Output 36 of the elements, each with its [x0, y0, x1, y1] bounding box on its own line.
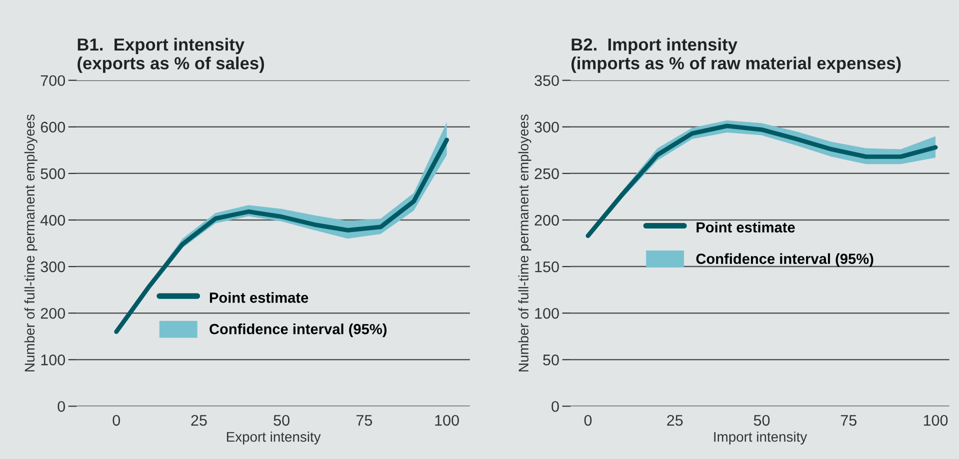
legend-label: Confidence interval (95%): [696, 253, 874, 267]
y-axis-title: Number of full-time permanent employees: [24, 114, 38, 372]
y-tick-label: 0: [552, 401, 559, 412]
x-tick-label: 50: [274, 414, 290, 426]
y-tick-label: 600: [40, 122, 66, 133]
legend-label: Confidence interval (95%): [210, 324, 387, 338]
y-tick-label: 700: [40, 75, 66, 86]
chart-title: B1. Export intensity (exports as % of sales): [78, 38, 264, 73]
x-tick-label: 50: [754, 414, 770, 426]
x-tick-label: 75: [840, 415, 856, 426]
y-tick-label: 50: [543, 354, 559, 366]
y-tick-label: 300: [534, 122, 559, 133]
x-tick-label: 0: [112, 414, 120, 426]
y-tick-label: 250: [534, 168, 559, 180]
y-tick-label: 500: [40, 168, 66, 180]
x-axis-title: Import intensity: [714, 432, 808, 445]
x-tick-label: 75: [356, 415, 372, 426]
y-tick-label: 0: [58, 401, 66, 412]
x-tick-label: 100: [435, 414, 459, 426]
x-axis-title: Export intensity: [226, 432, 321, 445]
y-tick-label: 350: [534, 75, 559, 86]
x-tick-label: 100: [924, 414, 948, 426]
y-tick-label: 200: [534, 214, 559, 226]
y-axis-title: Number of full-time permanent employees: [518, 114, 532, 372]
y-tick-label: 300: [40, 261, 66, 272]
chart-title: B2. Import intensity (imports as % of raw material expenses): [571, 38, 901, 73]
legend-label: Point estimate: [210, 292, 308, 303]
legend-label: Point estimate: [696, 222, 795, 233]
x-tick-label: 25: [191, 414, 207, 426]
y-tick-label: 200: [40, 308, 66, 319]
y-tick-label: 100: [41, 354, 66, 366]
x-tick-label: 25: [667, 414, 683, 426]
y-tick-label: 150: [535, 261, 559, 272]
y-tick-label: 100: [535, 308, 559, 319]
y-tick-label: 400: [40, 214, 66, 226]
x-tick-label: 0: [584, 414, 592, 426]
